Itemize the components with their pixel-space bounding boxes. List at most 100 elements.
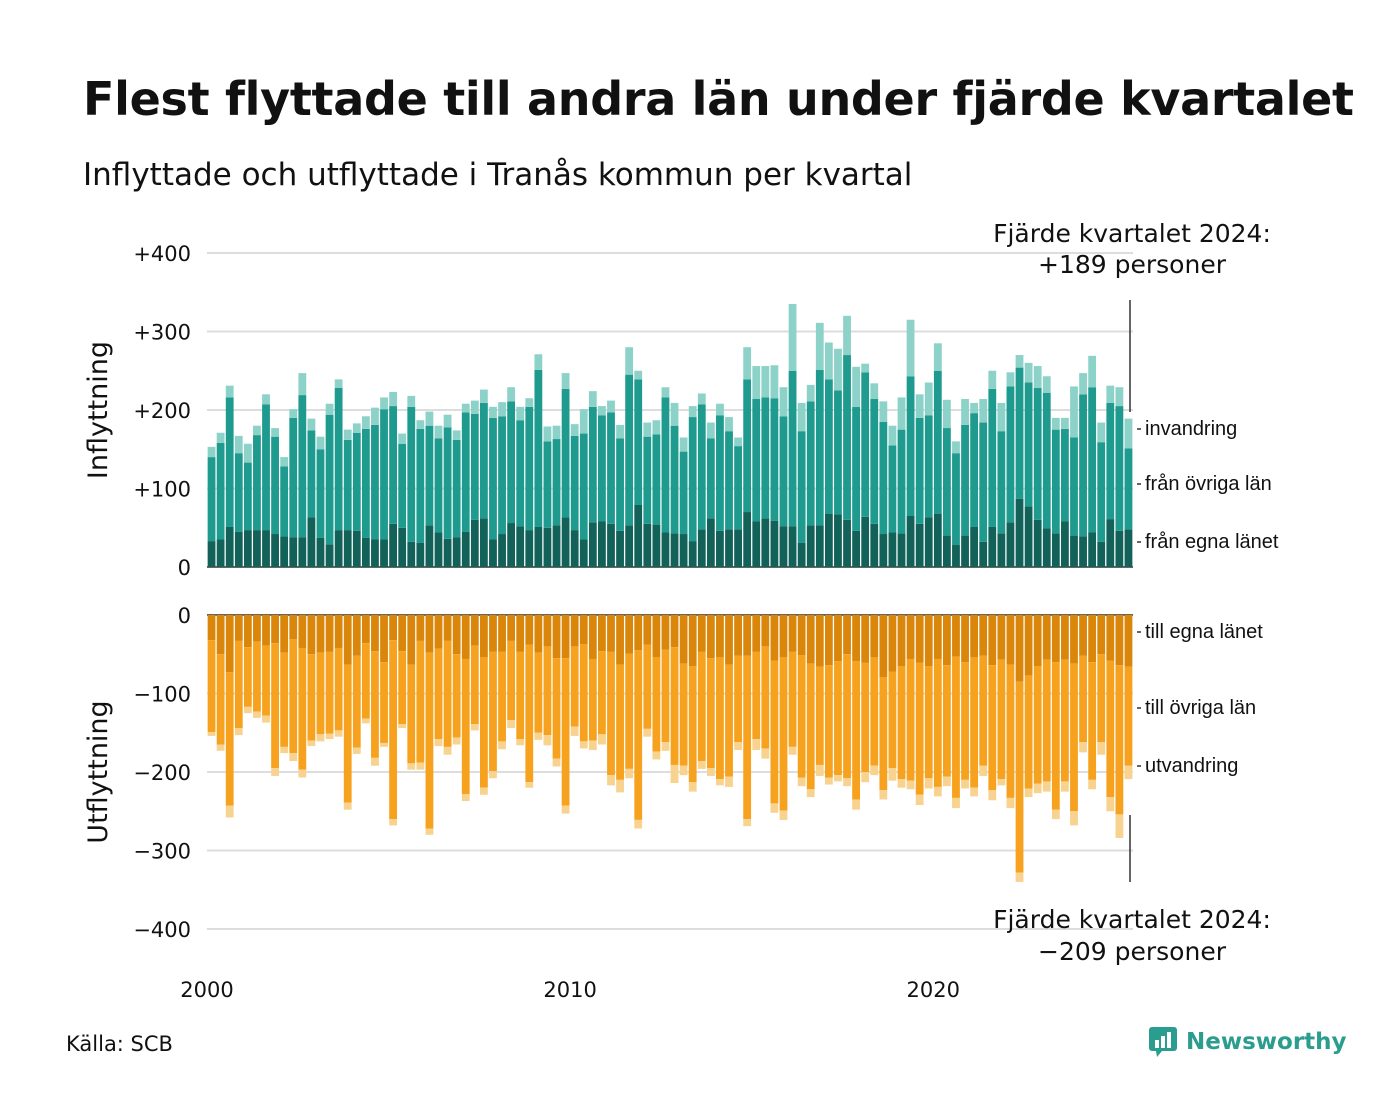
out-bar-segment	[234, 615, 243, 641]
out-bar-segment	[888, 768, 897, 781]
out-bar-segment	[1024, 788, 1033, 798]
in-bar-segment	[207, 457, 216, 542]
out-bar-segment	[343, 664, 352, 803]
in-bar-segment	[852, 530, 861, 567]
out-bar-segment	[634, 650, 643, 820]
out-bar-segment	[870, 765, 879, 776]
out-bar-segment	[1097, 742, 1106, 755]
out-bar-segment	[906, 615, 915, 659]
in-bar-segment	[861, 363, 870, 373]
in-bar-segment	[343, 439, 352, 531]
in-bar-segment	[1015, 355, 1024, 368]
out-bar-segment	[815, 666, 824, 765]
in-bar-segment	[643, 436, 652, 524]
out-bar-segment	[679, 765, 688, 776]
x-tick-label: 2010	[543, 978, 596, 1002]
in-bar-segment	[970, 413, 979, 527]
out-bar-segment	[843, 778, 851, 787]
in-bar-segment	[797, 402, 806, 432]
out-bar-segment	[416, 762, 425, 770]
in-bar-segment	[752, 366, 761, 400]
out-bar-segment	[634, 615, 643, 651]
out-bar-segment	[1015, 681, 1024, 873]
in-bar-segment	[997, 533, 1006, 567]
in-bar-segment	[561, 373, 570, 389]
in-bar-segment	[734, 529, 742, 567]
in-bar-segment	[770, 398, 779, 521]
out-bar-segment	[479, 787, 488, 795]
in-bar-segment	[679, 534, 688, 567]
brand-logo[interactable]: Newsworthy	[1148, 1026, 1347, 1058]
out-bar-segment	[543, 735, 552, 746]
out-bar-segment	[616, 664, 624, 780]
in-bar-segment	[661, 397, 670, 533]
out-bar-segment	[870, 657, 879, 766]
in-bar-segment	[897, 429, 906, 534]
in-bar-segment	[661, 532, 670, 567]
out-bar-segment	[598, 651, 606, 735]
in-bar-segment	[616, 438, 624, 531]
in-bar-segment	[552, 439, 561, 526]
in-bar-segment	[470, 519, 479, 567]
out-bar-segment	[253, 615, 261, 642]
out-bar-segment	[443, 615, 452, 641]
in-bar-segment	[725, 529, 733, 567]
out-bar-segment	[915, 615, 924, 663]
out-bar-segment	[1042, 781, 1051, 792]
in-bar-segment	[570, 530, 579, 567]
out-bar-segment	[679, 615, 688, 664]
in-bar-segment	[625, 374, 634, 526]
out-bar-segment	[852, 799, 861, 810]
out-bar-segment	[389, 615, 398, 641]
in-bar-segment	[1124, 529, 1133, 567]
out-bar-segment	[289, 615, 298, 640]
in-bar-segment	[361, 537, 370, 567]
out-bar-segment	[398, 615, 407, 652]
out-bar-segment	[906, 780, 915, 790]
out-bar-segment	[552, 758, 561, 767]
in-bar-segment	[325, 544, 334, 567]
out-bar-segment	[316, 652, 325, 735]
out-bar-segment	[961, 615, 969, 663]
out-bar-segment	[643, 644, 652, 729]
out-bar-segment	[752, 739, 761, 751]
in-bar-segment	[634, 370, 643, 380]
in-y-tick-label: +100	[133, 478, 191, 502]
out-bar-segment	[1006, 664, 1015, 798]
in-bar-segment	[343, 429, 352, 440]
in-bar-segment	[1115, 530, 1124, 567]
out-bar-segment	[407, 615, 416, 665]
out-bar-segment	[979, 655, 988, 766]
out-bar-segment	[961, 779, 969, 789]
out-legend-label: utvandring	[1145, 755, 1238, 777]
out-bar-segment	[579, 644, 588, 742]
out-bar-segment	[815, 615, 824, 667]
in-bar-segment	[1088, 387, 1097, 533]
out-bar-segment	[207, 615, 216, 641]
in-bar-segment	[334, 388, 343, 531]
out-bar-segment	[697, 761, 706, 769]
out-bar-segment	[325, 733, 334, 740]
out-bar-segment	[706, 768, 715, 776]
out-bar-segment	[734, 615, 742, 656]
out-bar-segment	[1070, 811, 1078, 826]
x-tick-label: 2000	[180, 978, 233, 1002]
in-bar-segment	[316, 449, 325, 538]
in-bar-segment	[806, 525, 815, 567]
out-bar-segment	[806, 615, 815, 664]
out-bar-segment	[607, 615, 615, 652]
out-bar-segment	[743, 655, 752, 820]
out-bar-segment	[234, 728, 243, 736]
in-bar-segment	[243, 443, 252, 463]
out-bar-segment	[579, 615, 588, 645]
out-bar-segment	[470, 645, 479, 725]
out-bar-segment	[952, 797, 960, 809]
in-bar-segment	[852, 366, 861, 407]
out-bar-segment	[852, 615, 861, 662]
out-bar-segment	[507, 720, 516, 729]
in-bar-segment	[407, 406, 416, 542]
in-bar-segment	[316, 537, 325, 567]
in-bar-segment	[262, 530, 270, 567]
out-bar-segment	[407, 763, 416, 770]
in-bar-segment	[525, 406, 534, 531]
